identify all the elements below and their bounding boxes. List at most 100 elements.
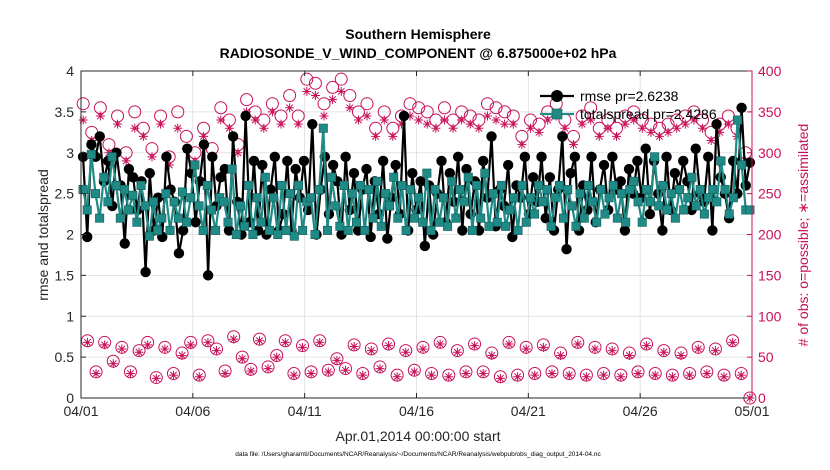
obs-assimilated-point <box>667 372 677 382</box>
totalspread-point <box>625 185 635 195</box>
totalspread-point <box>712 197 722 207</box>
totalspread-point <box>194 201 204 211</box>
obs-assimilated-point <box>173 123 183 133</box>
y-right-tick-label: 250 <box>758 186 782 202</box>
obs-assimilated-point <box>147 152 157 162</box>
totalspread-point <box>608 180 618 190</box>
y-left-tick-label: 4 <box>66 63 74 79</box>
totalspread-point <box>368 213 378 223</box>
totalspread-point <box>588 197 598 207</box>
rmse-point <box>744 157 756 168</box>
obs-possible-point <box>171 105 185 119</box>
totalspread-point <box>223 217 233 227</box>
totalspread-point <box>633 197 643 207</box>
legend-spread-marker <box>551 108 563 120</box>
rmse-point <box>607 151 618 163</box>
rmse-point <box>182 143 193 154</box>
totalspread-point <box>202 180 212 190</box>
y-left-tick-label: 3.5 <box>55 104 75 120</box>
rmse-point <box>561 244 572 255</box>
obs-possible-point <box>240 93 254 107</box>
obs-assimilated-point <box>336 86 346 96</box>
totalspread-point <box>219 197 229 207</box>
rmse-point <box>173 248 185 259</box>
obs-assimilated-point <box>310 91 320 101</box>
obs-assimilated-point <box>685 370 695 380</box>
x-axis-label: Apr.01,2014 00:00:00 start <box>335 428 500 444</box>
obs-assimilated-point <box>353 115 363 125</box>
totalspread-point <box>728 193 738 203</box>
totalspread-point <box>563 185 573 195</box>
totalspread-point <box>310 230 320 240</box>
obs-assimilated-point <box>341 365 351 375</box>
totalspread-point <box>273 230 283 240</box>
totalspread-point <box>463 172 473 182</box>
totalspread-point <box>554 180 564 190</box>
totalspread-point <box>662 205 672 215</box>
rmse-point <box>219 163 230 175</box>
totalspread-point <box>704 193 714 203</box>
x-tick-label: 04/06 <box>175 403 210 419</box>
rmse-point <box>248 155 260 167</box>
obs-assimilated-point <box>306 368 316 378</box>
rmse-point <box>419 240 431 252</box>
totalspread-point <box>517 180 527 190</box>
totalspread-point <box>724 209 734 219</box>
rmse-point <box>623 163 635 175</box>
rmse-point <box>536 151 547 163</box>
rmse-point <box>82 231 93 243</box>
obs-assimilated-point <box>504 339 514 349</box>
totalspread-point <box>530 209 540 219</box>
totalspread-point <box>235 201 245 211</box>
obs-assimilated-point <box>285 103 295 113</box>
obs-assimilated-point <box>564 370 574 380</box>
rmse-point <box>415 176 426 187</box>
totalspread-point <box>492 217 502 227</box>
y-left-tick-label: 2 <box>66 227 74 243</box>
totalspread-point <box>198 225 208 235</box>
obs-assimilated-point <box>405 111 415 121</box>
totalspread-point <box>571 221 581 231</box>
rmse-point <box>361 163 372 175</box>
obs-assimilated-point <box>672 123 682 133</box>
obs-assimilated-point <box>482 111 492 121</box>
rmse-point <box>502 159 514 171</box>
totalspread-point <box>397 180 407 190</box>
legend-rmse-marker <box>551 90 563 102</box>
totalspread-point <box>157 213 167 223</box>
obs-assimilated-point <box>315 337 325 347</box>
obs-assimilated-point <box>250 115 260 125</box>
totalspread-point <box>364 185 374 195</box>
totalspread-point <box>737 160 747 170</box>
obs-assimilated-point <box>629 115 639 125</box>
totalspread-point <box>472 180 482 190</box>
totalspread-point <box>177 187 187 197</box>
totalspread-point <box>165 225 175 235</box>
obs-assimilated-point <box>224 123 234 133</box>
obs-assimilated-point <box>396 119 406 129</box>
obs-assimilated-point <box>525 123 535 133</box>
totalspread-point <box>385 201 395 211</box>
totalspread-point <box>637 217 647 227</box>
obs-assimilated-point <box>168 370 178 380</box>
totalspread-point <box>509 193 519 203</box>
obs-possible-point <box>214 101 228 115</box>
totalspread-point <box>227 164 237 174</box>
obs-possible-point <box>343 89 357 103</box>
totalspread-point <box>542 185 552 195</box>
rmse-point <box>94 131 105 142</box>
totalspread-point <box>277 180 287 190</box>
obs-assimilated-point <box>323 367 333 377</box>
totalspread-point <box>186 193 196 203</box>
totalspread-point <box>733 115 743 125</box>
rmse-point <box>640 143 651 154</box>
totalspread-point <box>119 185 129 195</box>
totalspread-point <box>211 225 221 235</box>
obs-assimilated-point <box>487 350 497 360</box>
obs-assimilated-point <box>607 346 617 356</box>
totalspread-point <box>596 185 606 195</box>
obs-assimilated-point <box>439 115 449 125</box>
rmse-point <box>711 118 722 130</box>
obs-assimilated-point <box>151 373 161 383</box>
obs-assimilated-point <box>659 347 669 357</box>
